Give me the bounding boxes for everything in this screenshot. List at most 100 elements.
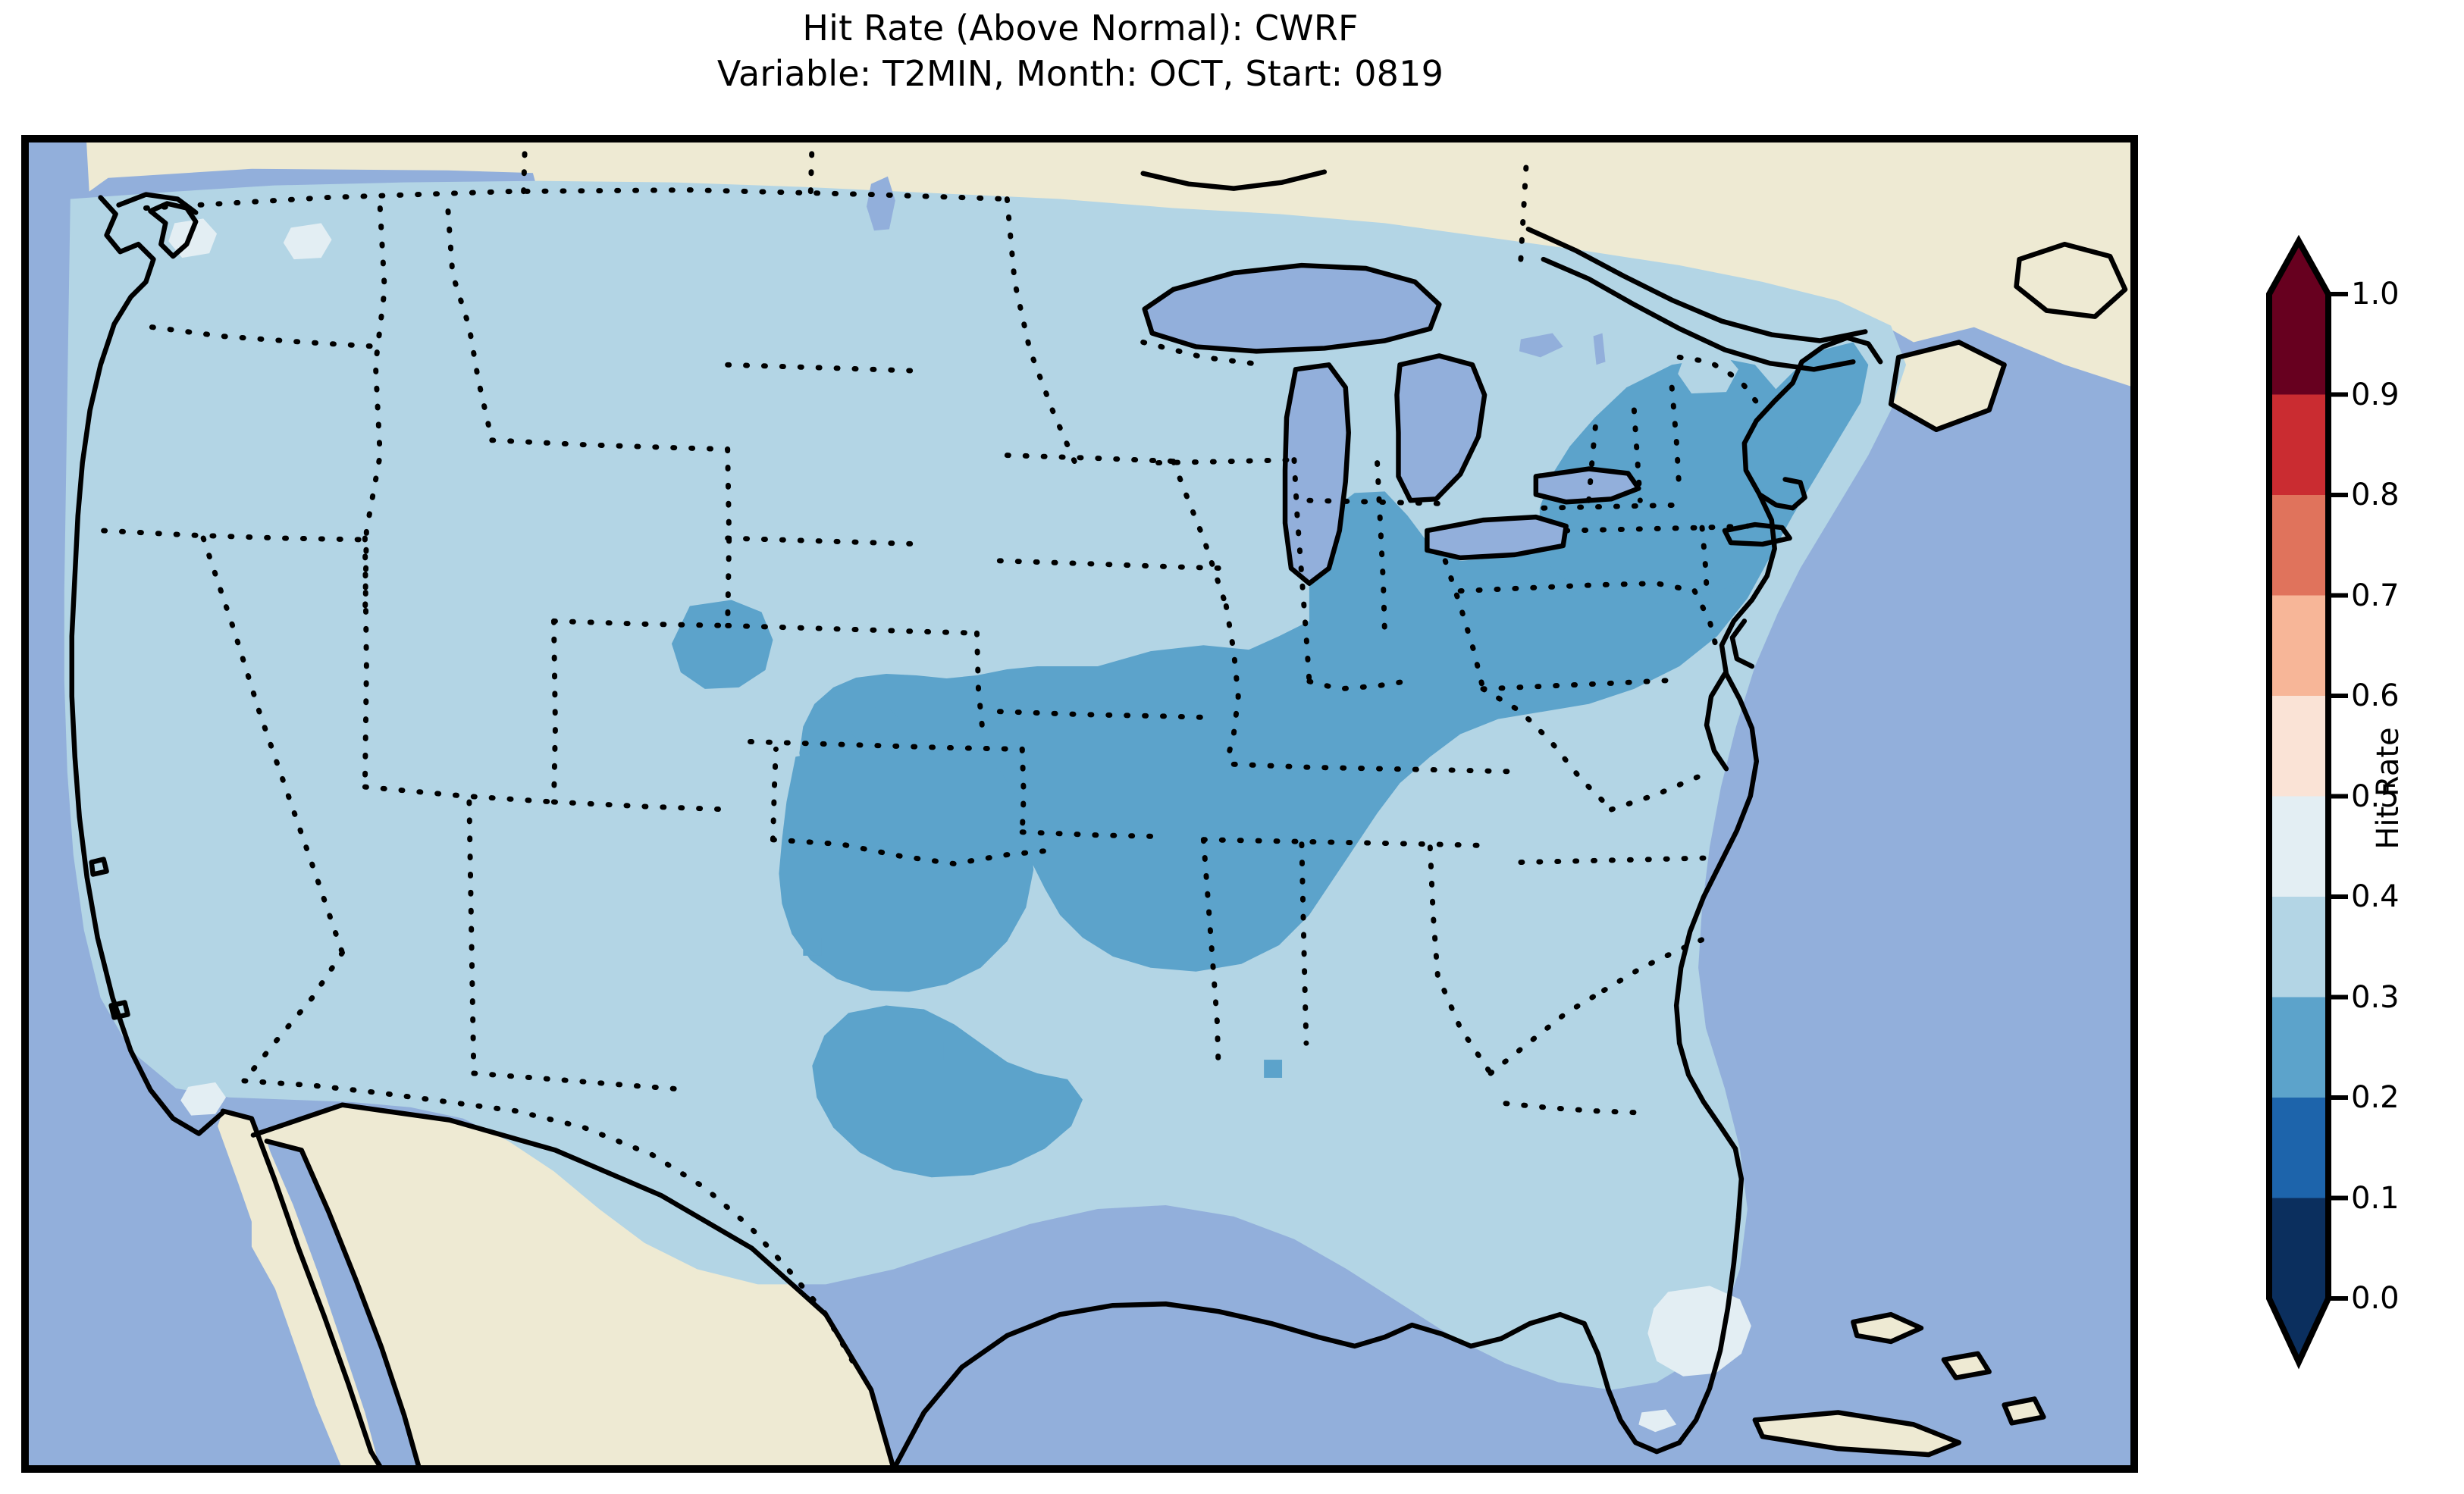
border-vt-nh: [1631, 407, 1643, 503]
colorbar[interactable]: 1.0 0.9 0.8 0.7 0.6 0.5 0.4 0.3 0.2 0.1 …: [2266, 234, 2400, 1370]
border-ia-mn: [1004, 453, 1177, 465]
bahamas-landmass: [1853, 1314, 2044, 1424]
map-axes[interactable]: [21, 135, 2138, 1473]
border-wa-or: [149, 324, 383, 349]
border-ga-sc: [1487, 988, 1607, 1076]
lake-winnipeg: [867, 176, 895, 231]
nova-scotia-coastline: [1888, 340, 2007, 433]
colorbar-tick-label-3: 0.8: [2351, 478, 2400, 512]
long-island-coast: [1722, 521, 1792, 547]
border-ok-ar-vert: [1019, 746, 1027, 835]
hitrate-cell-isolated-b: [925, 1041, 944, 1060]
colorbar-axis-label: Hit Rate: [2371, 727, 2406, 850]
lake-ontario: [1535, 468, 1639, 503]
colorbar-band-0.4-0.5: [2269, 796, 2328, 897]
newfoundland-coastline: [2014, 241, 2128, 319]
border-wy-co: [551, 618, 731, 628]
hitrate-cell-isolated-a: [803, 937, 822, 956]
hitrate-band-0.2-0.3-core: [799, 342, 1869, 972]
border-wi-il: [1155, 457, 1297, 466]
colorbar-band-0.3-0.4: [2269, 897, 2328, 998]
colorbar-band-0.6-0.7: [2269, 595, 2328, 696]
bahamas-coastline-3: [2002, 1396, 2046, 1426]
hitrate-band-0.4-0.5-keys: [1638, 1409, 1677, 1433]
hitrate-cell-maine-tip: [1678, 351, 1738, 394]
lake-michigan-shore: [1282, 362, 1351, 586]
colorbar-band-0.5-0.6: [2269, 696, 2328, 797]
lake-superior-shore: [1142, 262, 1442, 354]
colorbar-tick-label-8: 0.3: [2351, 979, 2400, 1015]
border-in-ky: [1306, 677, 1418, 692]
colorbar-tick-label-4: 0.7: [2351, 578, 2400, 613]
colorbar-tick-label-1: 1.0: [2351, 277, 2400, 312]
border-mo-ar: [996, 709, 1214, 721]
nova-scotia-landmass: [1891, 342, 2005, 429]
border-ms-al: [1299, 841, 1309, 1046]
colorbar-tick-label-11: 0.0: [2351, 1281, 2400, 1316]
hitrate-band-0.2-0.3-plains: [779, 741, 1034, 992]
lake-huron-shore: [1394, 353, 1487, 503]
hitrate-band-0.2-0.3-texas: [812, 1005, 1083, 1178]
state-borders-layer: [101, 139, 1766, 1370]
border-il-mo: [1223, 603, 1241, 767]
border-ne-ks: [725, 622, 980, 636]
chart-title-line-2: Variable: T2MIN, Month: OCT, Start: 0819: [716, 52, 1444, 94]
colorbar-extend-over: [2269, 241, 2328, 294]
lake-erie-shore: [1425, 514, 1569, 561]
st-lawrence-north-shore: [1525, 227, 1868, 343]
gulf-of-california: [266, 1141, 419, 1469]
cape-cod-coast: [1757, 477, 1807, 511]
border-nm-co: [551, 799, 731, 813]
border-ok-tx: [770, 837, 1055, 867]
border-oh-wv: [1442, 558, 1486, 692]
hitrate-cell-isolated-c: [1264, 1060, 1283, 1078]
colorbar-band-0.8-0.9: [2269, 394, 2328, 495]
coastline-layer: [69, 169, 2128, 1469]
border-ia-mo: [996, 558, 1229, 572]
border-la-ms: [1200, 837, 1221, 1076]
border-pa-md: [1480, 677, 1682, 692]
pacific-coastline: [69, 195, 226, 1136]
border-nv-ut: [362, 535, 369, 790]
colorbar-tick-label-9: 0.2: [2351, 1080, 2400, 1115]
border-va-md: [1608, 773, 1702, 813]
lake-champlain: [1593, 333, 1606, 365]
lake-ontario-shore: [1533, 466, 1641, 505]
gulf-california-coast: [264, 1139, 422, 1469]
lake-michigan: [1285, 365, 1349, 584]
border-us-canada: [143, 187, 1010, 211]
border-ks-mo-vert: [973, 630, 986, 738]
channel-islands-coast: [108, 1000, 130, 1020]
hitrate-band-0.2-0.3-colorado: [671, 600, 773, 689]
delaware-bay-coast: [1729, 619, 1755, 669]
border-canada-on-qc: [1518, 151, 1530, 262]
colorbar-extend-under: [2269, 1298, 2328, 1362]
atlantic-coastline: [1673, 359, 1804, 1046]
lake-erie: [1427, 517, 1566, 558]
colorbar-band-0.9-1.0: [2269, 294, 2328, 395]
florida-east-coast: [1676, 1040, 1738, 1151]
mexico-landmass: [251, 1103, 894, 1469]
bahamas-coastline-2: [1941, 1351, 1992, 1380]
colorbar-tick-label-5: 0.6: [2351, 678, 2400, 713]
border-nm-tx: [471, 1070, 693, 1093]
colorbar-tick-labels: 1.0 0.9 0.8 0.7 0.6 0.5 0.4 0.3 0.2 0.1 …: [2334, 241, 2448, 1362]
st-lawrence-coast: [1541, 256, 1856, 372]
islands-misc-coast: [89, 857, 109, 877]
border-id-west: [362, 205, 387, 624]
border-nh-me: [1669, 384, 1682, 496]
hudson-bay-coast: [1140, 169, 1328, 191]
colorbar-canvas[interactable]: [2266, 234, 2348, 1370]
border-ny-vt-nh: [1586, 415, 1600, 503]
border-ar-la: [1019, 829, 1169, 840]
border-ga-fl: [1503, 1101, 1637, 1116]
border-tx-ok-panhandle: [770, 746, 779, 843]
border-or-ca: [101, 528, 368, 543]
mexico-west-coast: [250, 1102, 897, 1469]
hitrate-band-0.2-0.3-patch-a: [851, 705, 901, 748]
border-il-in: [1291, 457, 1312, 684]
border-nc-va: [1518, 855, 1720, 866]
map-canvas[interactable]: [25, 139, 2134, 1469]
florida-coastline: [1582, 1146, 1745, 1455]
gulf-coastline: [891, 1301, 1587, 1469]
